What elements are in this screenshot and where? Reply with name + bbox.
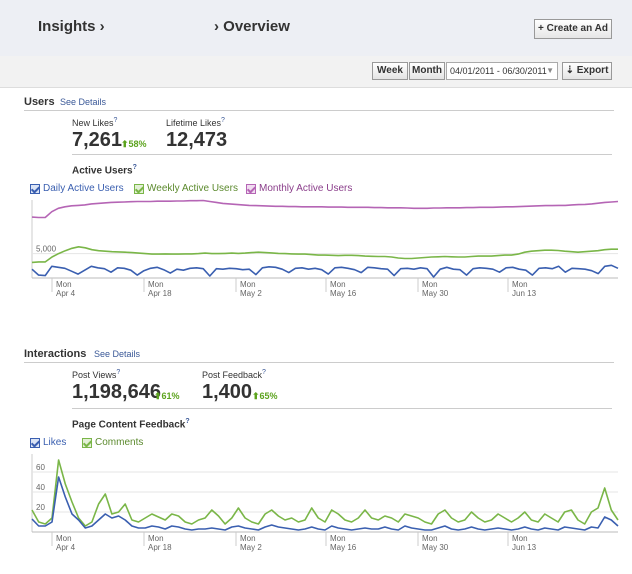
x-tick-label: Jun 13 <box>512 289 537 298</box>
interactions-section-title: Interactions <box>24 348 87 360</box>
x-tick-label: Mon <box>240 280 256 289</box>
x-tick-label: May 30 <box>422 543 449 552</box>
help-icon[interactable]: ? <box>116 369 121 376</box>
interactions-divider <box>24 362 614 363</box>
checkbox-icon <box>134 183 144 194</box>
date-toolbar: Week Month 04/01/2011 - 06/30/2011 ▼ ⇣ E… <box>0 56 632 88</box>
post-feedback-value: 1,400 <box>202 381 253 403</box>
post-feedback-delta: ⬆65% <box>252 391 278 401</box>
create-ad-button[interactable]: + Create an Ad <box>534 19 612 39</box>
help-icon[interactable]: ? <box>221 117 225 124</box>
x-tick-label: May 2 <box>240 543 262 552</box>
series-line-likes <box>31 476 619 531</box>
x-tick-label: Mon <box>512 280 528 289</box>
date-range-select[interactable]: 04/01/2011 - 06/30/2011 ▼ <box>446 62 558 80</box>
legend-monthly-active-users[interactable]: Monthly Active Users <box>246 183 352 194</box>
x-tick-label: May 16 <box>330 543 357 552</box>
x-tick-label: Mon <box>56 280 72 289</box>
insights-header: Insights › › Overview + Create an Ad <box>0 0 632 56</box>
y-tick-label: 5,000 <box>36 245 57 254</box>
new-likes-delta: ⬆58% <box>121 139 147 149</box>
checkbox-icon <box>30 437 40 448</box>
month-button[interactable]: Month <box>409 62 445 80</box>
post-views-value: 1,198,646 <box>72 381 161 403</box>
interactions-see-details-link[interactable]: See Details <box>94 349 141 359</box>
date-range-value: 04/01/2011 - 06/30/2011 <box>450 66 547 76</box>
checkbox-icon <box>30 183 40 194</box>
week-button[interactable]: Week <box>372 62 408 80</box>
interactions-subdivider <box>72 408 612 409</box>
lifetime-likes-label: Lifetime Likes? <box>166 117 225 128</box>
up-arrow-icon: ⬆ <box>154 391 162 401</box>
users-subdivider <box>72 154 612 155</box>
help-icon[interactable]: ? <box>185 418 190 425</box>
x-tick-label: May 16 <box>330 289 357 298</box>
new-likes-value: 7,261 <box>72 129 123 151</box>
x-tick-label: Mon <box>330 280 346 289</box>
y-tick-label: 60 <box>36 463 45 472</box>
checkbox-icon <box>246 183 256 194</box>
page-content-feedback-title: Page Content Feedback? <box>72 418 190 431</box>
users-section-title: Users <box>24 96 55 108</box>
x-tick-label: Mon <box>422 534 438 543</box>
users-divider <box>24 110 614 111</box>
x-tick-label: May 2 <box>240 289 262 298</box>
series-line-comments <box>31 459 619 527</box>
legend-weekly-active-users[interactable]: Weekly Active Users <box>134 183 238 194</box>
post-views-delta: ⬆61% <box>154 391 180 401</box>
up-arrow-icon: ⬆ <box>121 139 129 149</box>
breadcrumb-insights[interactable]: Insights › <box>38 18 105 35</box>
new-likes-label: New Likes? <box>72 117 118 128</box>
series-line-daily-active-users <box>31 264 619 278</box>
series-line-weekly-active-users <box>31 245 618 264</box>
x-tick-label: Apr 18 <box>148 289 172 298</box>
active-users-title: Active Users? <box>72 164 137 177</box>
series-line-monthly-active-users <box>31 199 619 219</box>
x-tick-label: Mon <box>148 280 164 289</box>
help-icon[interactable]: ? <box>113 117 118 124</box>
legend-comments[interactable]: Comments <box>82 437 143 448</box>
x-tick-label: Mon <box>422 280 438 289</box>
lifetime-likes-value: 12,473 <box>166 129 228 151</box>
post-views-label: Post Views? <box>72 369 121 380</box>
post-feedback-label: Post Feedback? <box>202 369 266 380</box>
x-tick-label: Mon <box>240 534 256 543</box>
help-icon[interactable]: ? <box>262 369 266 376</box>
help-icon[interactable]: ? <box>132 164 137 171</box>
users-see-details-link[interactable]: See Details <box>60 97 107 107</box>
x-tick-label: Jun 13 <box>512 543 537 552</box>
x-tick-label: Apr 18 <box>148 543 172 552</box>
legend-likes[interactable]: Likes <box>30 437 66 448</box>
x-tick-label: May 30 <box>422 289 449 298</box>
legend-daily-active-users[interactable]: Daily Active Users <box>30 183 124 194</box>
y-tick-label: 20 <box>36 503 45 512</box>
x-tick-label: Apr 4 <box>56 289 76 298</box>
x-tick-label: Mon <box>56 534 72 543</box>
x-tick-label: Mon <box>148 534 164 543</box>
export-button[interactable]: ⇣ Export <box>562 62 612 80</box>
checkbox-icon <box>82 437 92 448</box>
x-tick-label: Mon <box>512 534 528 543</box>
y-tick-label: 40 <box>36 483 45 492</box>
dropdown-arrow-icon: ▼ <box>546 66 554 75</box>
x-tick-label: Apr 4 <box>56 543 76 552</box>
breadcrumb-overview[interactable]: › Overview <box>214 18 290 35</box>
up-arrow-icon: ⬆ <box>252 391 260 401</box>
x-tick-label: Mon <box>330 534 346 543</box>
